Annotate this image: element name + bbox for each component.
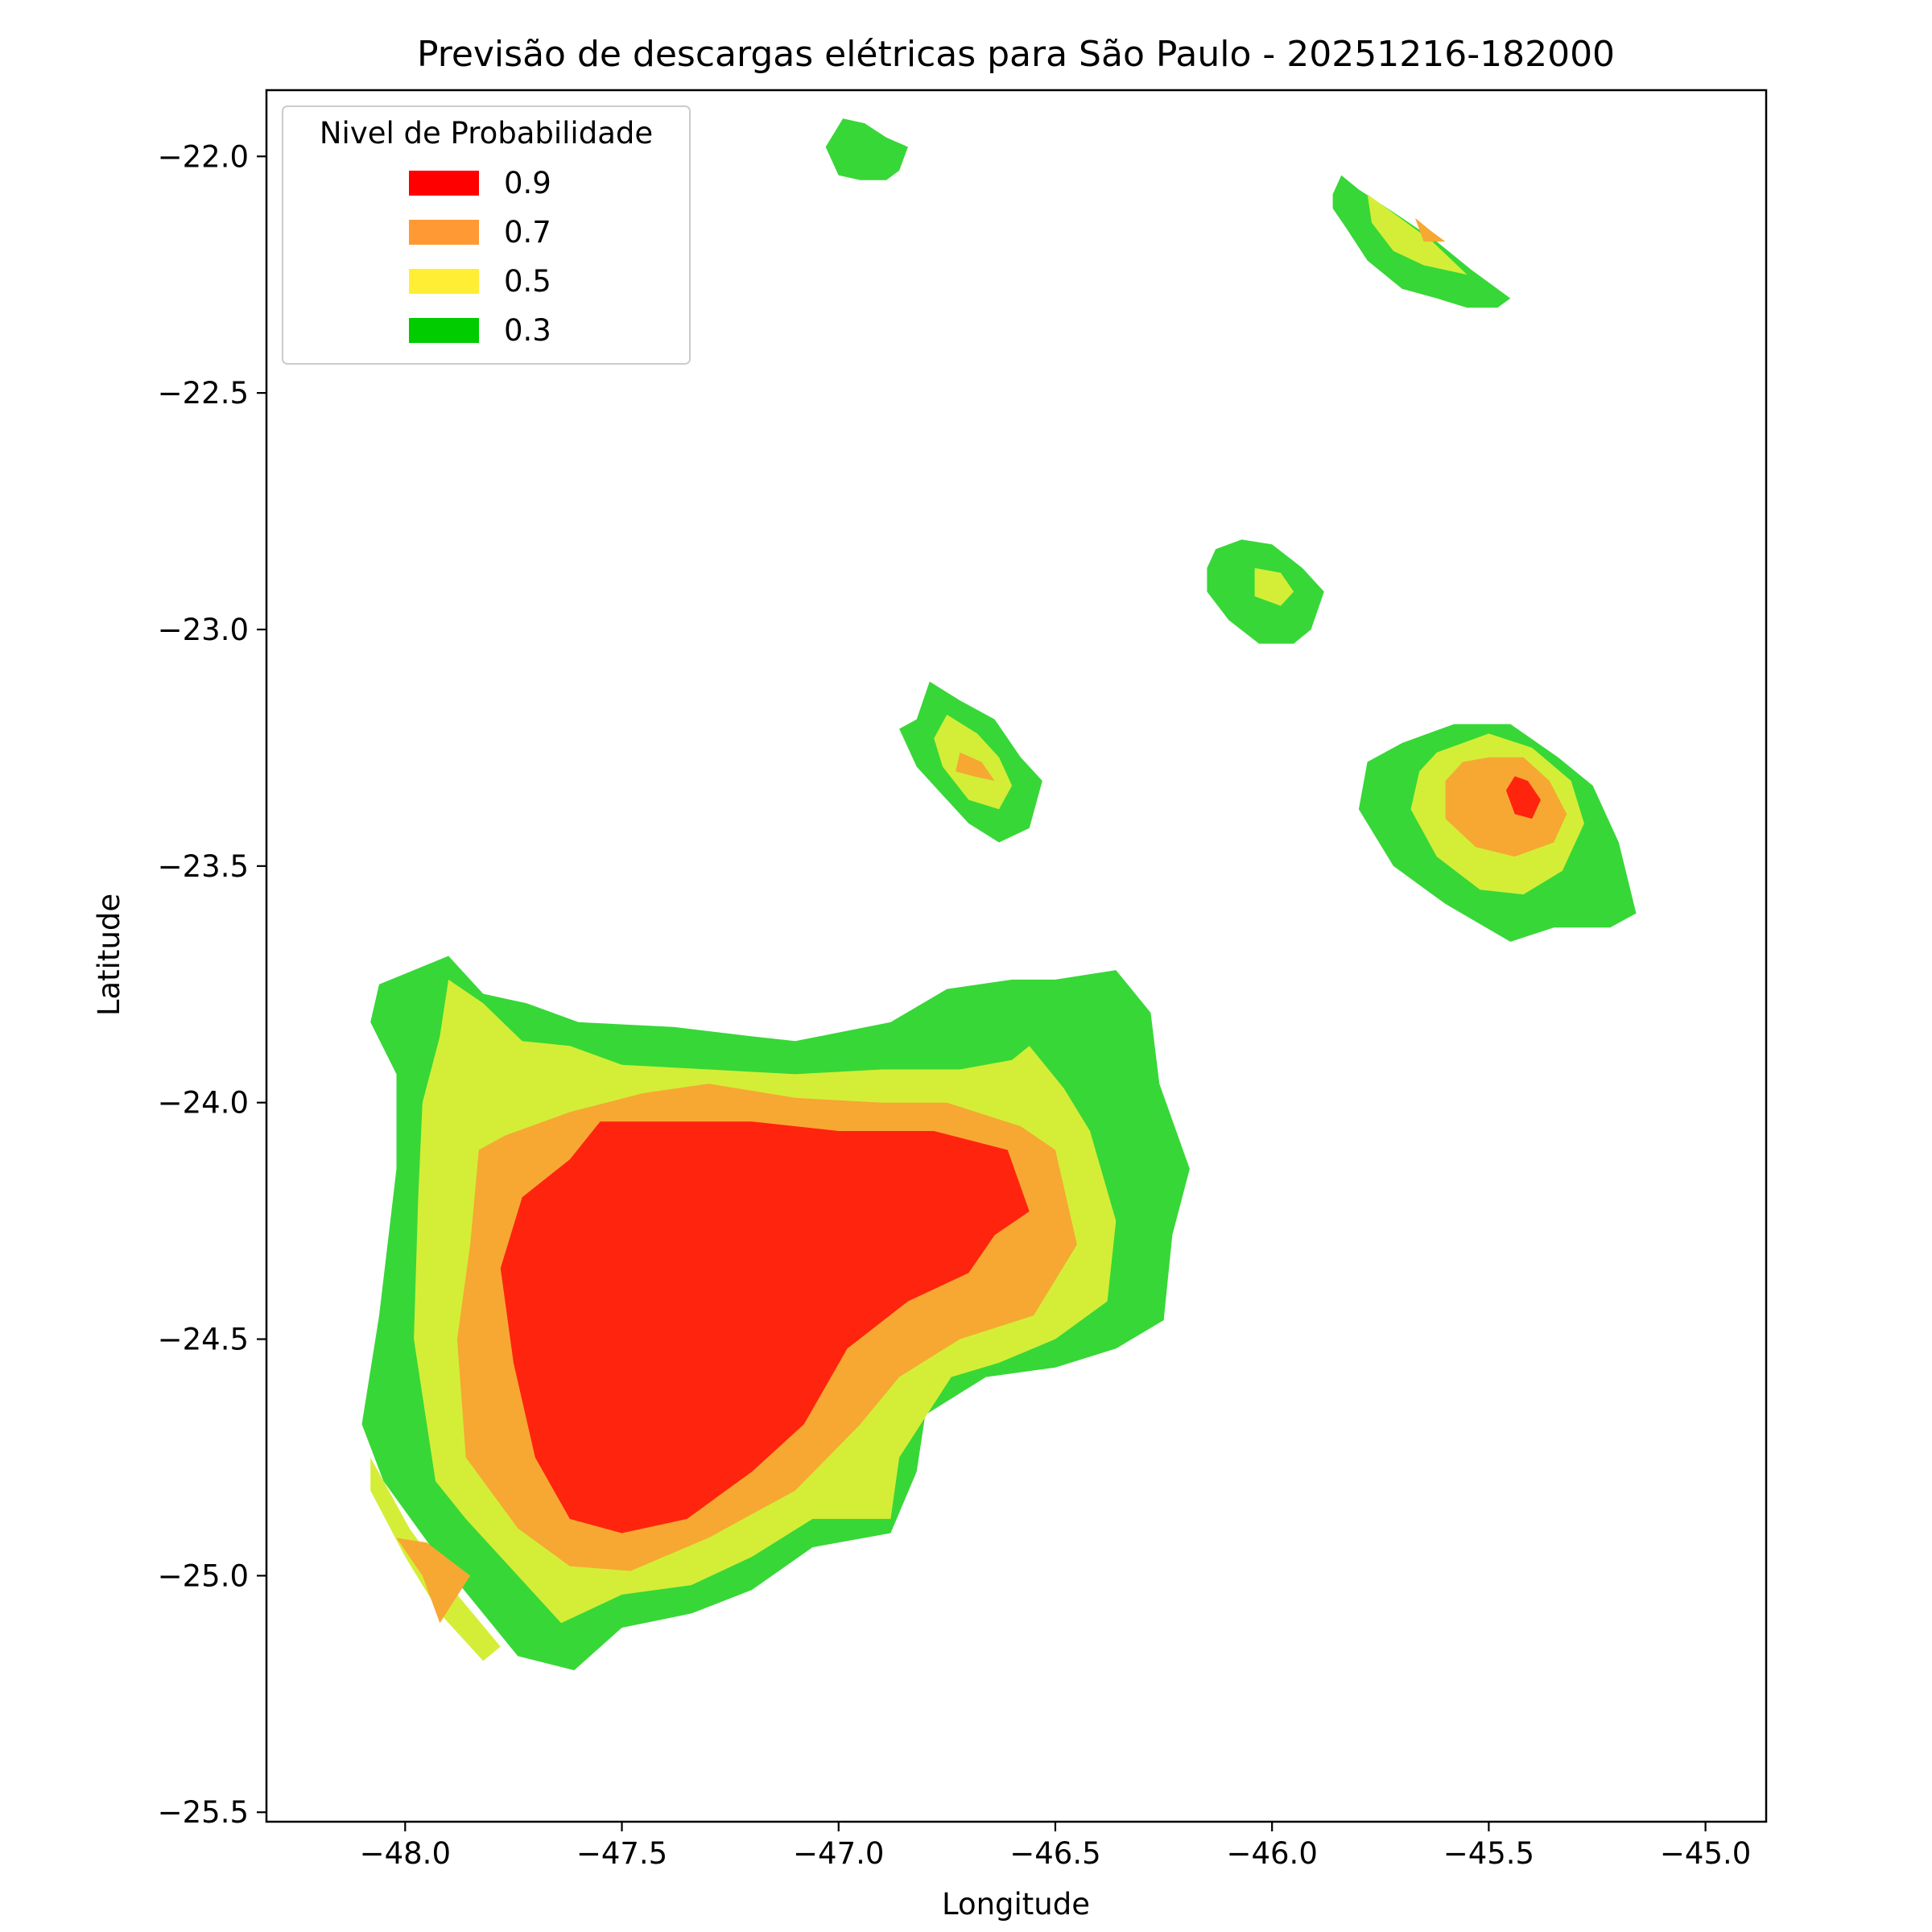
legend-label: 0.3 [504, 313, 551, 348]
x-tick-label: −45.0 [1660, 1836, 1751, 1871]
storm-cell [1207, 539, 1324, 644]
legend-swatch [409, 269, 479, 294]
y-tick-label: −24.5 [158, 1323, 249, 1357]
legend-swatch [409, 318, 479, 343]
x-tick-label: −48.0 [360, 1836, 451, 1871]
y-tick-label: −22.0 [158, 139, 249, 174]
contour-level-0-7 [1445, 757, 1567, 857]
contour-level-0-5 [370, 1457, 501, 1662]
legend-label: 0.5 [504, 264, 551, 299]
y-tick-label: −25.5 [158, 1795, 249, 1830]
legend-swatch [409, 220, 479, 245]
x-tick-label: −47.5 [576, 1836, 667, 1871]
y-axis-ticks: −22.0 −22.5 −23.0 −23.5 −24.0 −24.5 −25.0 −25.5 [158, 139, 266, 1830]
legend-box [282, 105, 691, 365]
x-tick-label: −46.5 [1009, 1836, 1100, 1871]
storm-cell [825, 118, 908, 180]
y-tick-label: −23.5 [158, 849, 249, 884]
legend-swatch [409, 171, 479, 196]
contour-level-0-3 [825, 118, 908, 180]
x-axis-label: Longitude [942, 1887, 1090, 1922]
contour-level-0-7 [1414, 217, 1446, 242]
y-tick-label: −23.0 [158, 613, 249, 647]
y-axis-label: Latitude [92, 894, 126, 1016]
chart-title: Previsão de descargas elétricas para São… [417, 34, 1615, 75]
legend-label: 0.7 [504, 215, 551, 250]
contour-level-0-5 [1367, 194, 1468, 275]
x-axis-ticks: −48.0 −47.5 −47.0 −46.5 −46.0 −45.5 −45.0 [360, 1822, 1751, 1871]
contour-level-0-5 [1254, 568, 1294, 606]
y-tick-label: −24.0 [158, 1086, 249, 1121]
contour-level-0-9 [1505, 776, 1541, 819]
contour-level-0-7 [396, 1538, 471, 1624]
x-tick-label: −45.5 [1443, 1836, 1534, 1871]
legend-title: Nivel de Probabilidade [320, 116, 653, 151]
storm-cell [1358, 724, 1637, 942]
x-tick-label: −47.0 [793, 1836, 884, 1871]
storm-cell [899, 681, 1042, 843]
contour-regions [361, 118, 1637, 1670]
legend: Nivel de Probabilidade 0.9 0.7 0.5 0.3 [282, 105, 691, 365]
legend-label: 0.9 [504, 166, 551, 200]
plot-frame [265, 89, 1768, 1823]
storm-cell [1332, 175, 1511, 308]
x-tick-label: −46.0 [1226, 1836, 1317, 1871]
y-tick-label: −22.5 [158, 376, 249, 411]
contour-level-0-7 [956, 752, 995, 781]
y-tick-label: −25.0 [158, 1558, 249, 1593]
contour-level-0-9 [500, 1121, 1030, 1534]
storm-cell [361, 956, 1190, 1670]
